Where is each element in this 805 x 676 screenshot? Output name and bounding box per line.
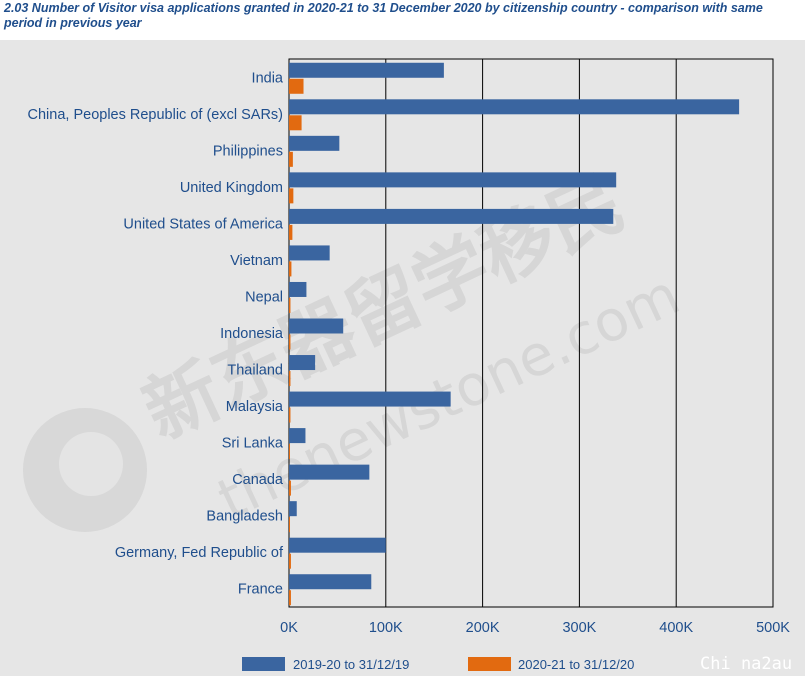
category-label: United Kingdom xyxy=(180,180,283,196)
bar-series2 xyxy=(289,517,290,533)
category-label: Vietnam xyxy=(230,253,283,269)
bar-series2 xyxy=(289,115,302,131)
bar-series2 xyxy=(289,590,291,606)
bar-series2 xyxy=(289,78,304,94)
bar-series1 xyxy=(289,281,307,297)
x-tick-label: 0K xyxy=(280,620,298,636)
bar-series2 xyxy=(289,553,291,569)
chart-title: 2.03 Number of Visitor visa applications… xyxy=(4,1,763,30)
x-tick-label: 300K xyxy=(562,620,596,636)
bar-series1 xyxy=(289,99,740,115)
legend-swatch-series2 xyxy=(468,657,511,671)
bar-series1 xyxy=(289,391,451,407)
chart-panel xyxy=(0,40,805,676)
category-label: Germany, Fed Republic of xyxy=(115,545,284,561)
x-tick-label: 400K xyxy=(659,620,693,636)
bar-series1 xyxy=(289,135,340,151)
bar-series1 xyxy=(289,245,330,261)
bar-series1 xyxy=(289,574,372,590)
category-label: France xyxy=(238,582,283,598)
bar-series2 xyxy=(289,151,293,167)
category-label: Philippines xyxy=(213,143,283,159)
category-label: Bangladesh xyxy=(206,509,283,525)
bar-series1 xyxy=(289,208,614,224)
bar-series2 xyxy=(289,334,291,350)
x-tick-labels: 0K 100K 200K 300K 400K 500K xyxy=(280,620,790,636)
legend-swatch-series1 xyxy=(242,657,285,671)
legend-label-series1: 2019-20 to 31/12/19 xyxy=(293,657,409,672)
category-label: Sri Lanka xyxy=(222,436,284,452)
bar-series1 xyxy=(289,172,617,188)
category-label: China, Peoples Republic of (excl SARs) xyxy=(28,107,283,123)
watermark-logo xyxy=(23,408,147,532)
bar-series1 xyxy=(289,355,316,371)
bar-series1 xyxy=(289,428,306,444)
bar-series1 xyxy=(289,318,344,334)
legend-label-series2: 2020-21 to 31/12/20 xyxy=(518,657,634,672)
bar-series1 xyxy=(289,62,444,78)
watermark-corner: Chi na2au xyxy=(700,654,792,674)
bar-series2 xyxy=(289,407,291,423)
bar-series1 xyxy=(289,537,386,553)
x-tick-label: 100K xyxy=(369,620,403,636)
bar-series2 xyxy=(289,261,292,277)
category-label: United States of America xyxy=(123,216,284,232)
category-label: Malaysia xyxy=(226,399,284,415)
bar-series2 xyxy=(289,188,294,204)
category-label: Canada xyxy=(232,472,284,488)
category-label: India xyxy=(252,70,284,86)
gridlines xyxy=(385,59,677,607)
legend: 2019-20 to 31/12/19 2020-21 to 31/12/20 xyxy=(242,657,634,672)
x-tick-label: 500K xyxy=(756,620,790,636)
bars xyxy=(289,62,740,606)
bar-series2 xyxy=(289,297,291,313)
category-label: Thailand xyxy=(227,363,283,379)
category-label: Indonesia xyxy=(220,326,284,342)
bar-series2 xyxy=(289,480,291,496)
bar-series2 xyxy=(289,224,293,240)
bar-series1 xyxy=(289,464,370,480)
bar-series2 xyxy=(289,371,291,387)
bar-series1 xyxy=(289,501,297,517)
bar-series2 xyxy=(289,444,290,460)
category-label: Nepal xyxy=(245,289,283,305)
category-labels: India China, Peoples Republic of (excl SA… xyxy=(28,70,284,597)
x-tick-label: 200K xyxy=(466,620,500,636)
